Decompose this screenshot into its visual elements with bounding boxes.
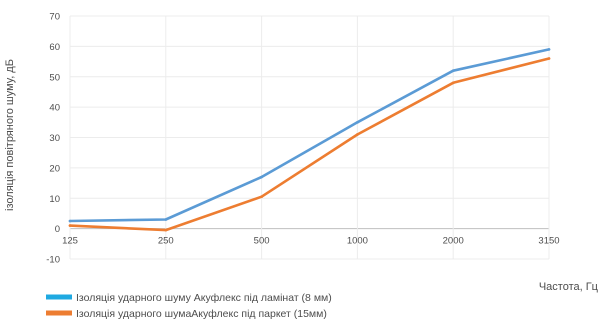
legend-swatch xyxy=(46,310,72,316)
data-point xyxy=(164,228,168,232)
legend: Ізоляція ударного шуму Акуфлекс під ламі… xyxy=(46,292,332,320)
data-point xyxy=(260,195,263,199)
y-axis-title: ізоляція повітряного шуму, дБ xyxy=(4,59,16,211)
x-tick-label: 250 xyxy=(158,236,174,247)
y-tick-label: 10 xyxy=(49,194,60,205)
data-point xyxy=(356,133,359,136)
x-tick-label: 125 xyxy=(62,236,78,247)
x-axis-ticks: 125 250 500 1000 2000 3150 xyxy=(62,236,560,247)
legend-label: Ізоляція ударного шумаАкуфлекс під парке… xyxy=(76,308,327,320)
x-tick-label: 3150 xyxy=(538,236,559,247)
data-point xyxy=(164,218,168,221)
data-point xyxy=(451,81,455,85)
data-point xyxy=(451,69,455,72)
y-tick-label: 30 xyxy=(49,133,60,144)
data-point xyxy=(356,121,359,124)
series-lines xyxy=(68,48,551,232)
data-point xyxy=(68,224,72,227)
legend-swatch xyxy=(46,294,72,300)
x-tick-label: 1000 xyxy=(347,236,368,247)
x-axis-title: Частота, Гц xyxy=(539,281,599,293)
data-point xyxy=(260,175,263,179)
legend-label: Ізоляція ударного шуму Акуфлекс під ламі… xyxy=(76,292,332,304)
series-line-1 xyxy=(68,48,551,223)
y-tick-label: -10 xyxy=(46,255,60,266)
x-tick-label: 500 xyxy=(254,236,270,247)
x-tick-label: 2000 xyxy=(443,236,464,247)
data-point xyxy=(547,57,551,60)
y-tick-label: 70 xyxy=(49,12,60,23)
y-axis-ticks: -10 0 10 20 30 40 50 60 70 xyxy=(46,12,60,266)
y-tick-label: 0 xyxy=(55,224,60,235)
y-tick-label: 60 xyxy=(49,42,60,53)
series-line-2 xyxy=(68,57,551,232)
y-tick-label: 40 xyxy=(49,103,60,114)
gridlines xyxy=(69,15,550,260)
y-tick-label: 20 xyxy=(49,163,60,174)
data-point xyxy=(547,48,551,51)
y-tick-label: 50 xyxy=(49,72,60,83)
data-point xyxy=(68,219,72,223)
